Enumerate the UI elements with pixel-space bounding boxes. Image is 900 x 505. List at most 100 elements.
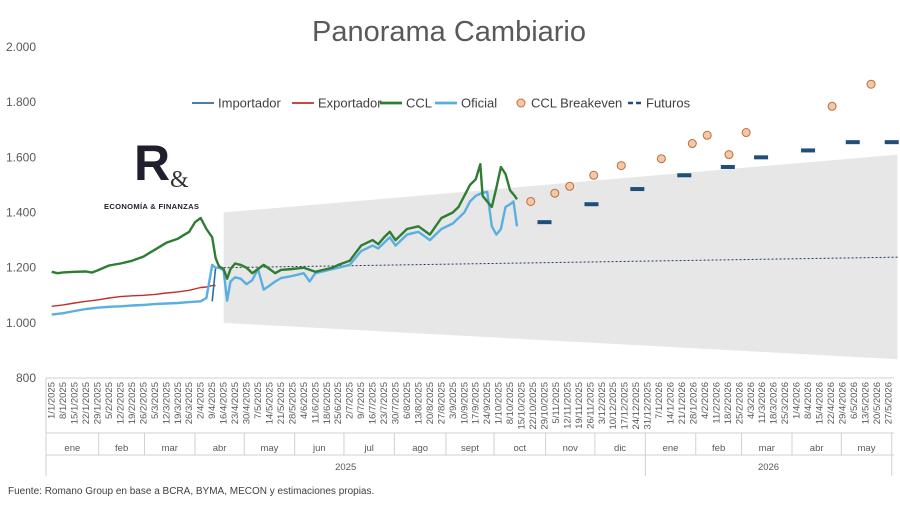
x-tick-label: 15/4/2026 — [815, 382, 826, 424]
month-label: mar — [759, 443, 775, 454]
x-tick-label: 29/4/2026 — [837, 382, 848, 424]
month-label: may — [260, 443, 278, 454]
x-tick-label: 5/2/2025 — [104, 382, 115, 419]
x-tick-label: 3/9/2025 — [448, 382, 459, 419]
breakeven-point — [827, 101, 837, 111]
series-oficial — [51, 190, 519, 316]
x-tick-label: 15/10/2025 — [517, 382, 528, 430]
year-label: 2025 — [335, 462, 356, 473]
x-tick-label: 2/4/2025 — [196, 382, 207, 419]
x-tick-label: 26/3/2025 — [184, 382, 195, 424]
x-tick-label: 11/3/2026 — [757, 382, 768, 424]
x-axis: 1/1/2025 8/1/2025 15/1/2025 22/1/2025 29/1/2… — [45, 377, 894, 476]
series-ccl — [51, 163, 518, 280]
x-tick-label: 18/3/2026 — [769, 382, 780, 424]
x-tick-label: 21/1/2026 — [677, 382, 688, 424]
legend-label-exportador: Exportador — [318, 96, 382, 111]
legend-label-oficial: Oficial — [461, 96, 497, 111]
x-tick-label: 9/4/2025 — [207, 382, 218, 419]
legend-label-futuros: Futuros — [646, 96, 691, 111]
x-tick-label: 28/5/2025 — [287, 382, 298, 424]
x-tick-label: 1/1/2025 — [47, 382, 58, 419]
x-tick-label: 4/6/2025 — [299, 382, 310, 419]
y-tick-label: 1.200 — [6, 261, 36, 275]
x-tick-label: 24/12/2025 — [631, 382, 642, 430]
x-tick-label: 27/8/2025 — [436, 382, 447, 424]
month-label: nov — [563, 443, 579, 454]
futuros-point — [584, 202, 599, 207]
x-tick-label: 10/12/2025 — [608, 382, 619, 430]
futuros-point — [845, 140, 860, 145]
x-tick-label: 4/2/2026 — [700, 382, 711, 419]
x-tick-label: 13/8/2025 — [413, 382, 424, 424]
month-label: ago — [412, 443, 428, 454]
x-tick-label: 28/1/2026 — [688, 382, 699, 424]
x-tick-label: 13/5/2026 — [860, 382, 871, 424]
month-label: ene — [663, 443, 679, 454]
y-axis: 800 1.000 1.200 1.400 1.600 1.800 2.000 — [6, 40, 36, 385]
x-tick-label: 6/5/2026 — [849, 382, 860, 419]
breakeven-point — [702, 130, 712, 140]
series-importador — [211, 266, 224, 302]
x-tick-label: 30/4/2025 — [242, 382, 253, 424]
year-label: 2026 — [758, 462, 779, 473]
month-label: sept — [461, 443, 479, 454]
futuros-point — [630, 187, 645, 192]
y-tick-label: 1.600 — [6, 150, 36, 164]
futuros-point — [677, 173, 692, 178]
y-tick-label: 1.400 — [6, 206, 36, 220]
chart-title: Panorama Cambiario — [312, 16, 586, 48]
x-tick-label: 8/1/2025 — [58, 382, 69, 419]
month-label: abr — [213, 443, 227, 454]
x-tick-label: 18/2/2026 — [723, 382, 734, 424]
y-tick-label: 800 — [16, 371, 36, 385]
x-tick-label: 22/1/2025 — [81, 382, 92, 424]
legend-label-ccl: CCL — [406, 96, 432, 111]
x-tick-label: 19/2/2025 — [127, 382, 138, 424]
logo-text: ECONOMÍA & FINANZAS — [104, 202, 200, 211]
x-tick-label: 8/10/2025 — [505, 382, 516, 424]
x-tick-label: 26/11/2025 — [585, 382, 596, 429]
y-tick-label: 2.000 — [6, 40, 36, 54]
x-tick-label: 21/5/2025 — [276, 382, 287, 424]
marker-group — [526, 79, 899, 225]
month-label: dic — [614, 443, 626, 454]
month-label: mar — [162, 443, 178, 454]
x-tick-label: 11/6/2025 — [310, 382, 321, 424]
breakeven-point — [526, 196, 536, 206]
x-tick-label: 4/3/2026 — [746, 382, 757, 419]
breakeven-point — [866, 79, 876, 89]
series-exportador — [51, 284, 216, 307]
x-tick-label: 6/8/2025 — [402, 382, 413, 419]
breakeven-point — [687, 139, 697, 149]
x-tick-label: 10/9/2025 — [459, 382, 470, 424]
x-tick-label: 1/10/2025 — [494, 382, 505, 424]
x-tick-label: 29/1/2025 — [93, 382, 104, 424]
x-tick-label: 19/11/2025 — [574, 382, 585, 429]
month-label: feb — [712, 443, 725, 454]
x-tick-label: 22/10/2025 — [528, 382, 539, 430]
x-tick-label: 26/2/2025 — [138, 382, 149, 424]
x-tick-label: 12/2/2025 — [115, 382, 126, 424]
futuros-point — [720, 164, 735, 169]
legend-label-importador: Importador — [218, 96, 282, 111]
logo: R & ECONOMÍA & FINANZAS — [104, 138, 214, 218]
x-tick-label: 25/6/2025 — [333, 382, 344, 424]
x-tick-label: 5/3/2025 — [150, 382, 161, 419]
breakeven-point — [616, 161, 626, 171]
breakeven-point — [589, 170, 599, 180]
x-tick-label: 31/12/2025 — [643, 382, 654, 430]
legend-marker-breakeven — [516, 98, 526, 108]
x-tick-label: 12/11/2025 — [562, 382, 573, 429]
legend: Importador Exportador CCL Oficial CCL Breake… — [192, 96, 691, 111]
x-tick-label: 20/5/2026 — [872, 382, 883, 424]
x-tick-label: 29/10/2025 — [539, 382, 550, 430]
month-label: abr — [810, 443, 824, 454]
logo-ampersand: & — [170, 167, 189, 193]
futuros-point — [884, 140, 899, 145]
x-tick-label: 12/3/2025 — [161, 382, 172, 424]
x-tick-label: 16/4/2025 — [219, 382, 230, 424]
month-label: jul — [363, 443, 374, 454]
month-label: jun — [312, 443, 326, 454]
